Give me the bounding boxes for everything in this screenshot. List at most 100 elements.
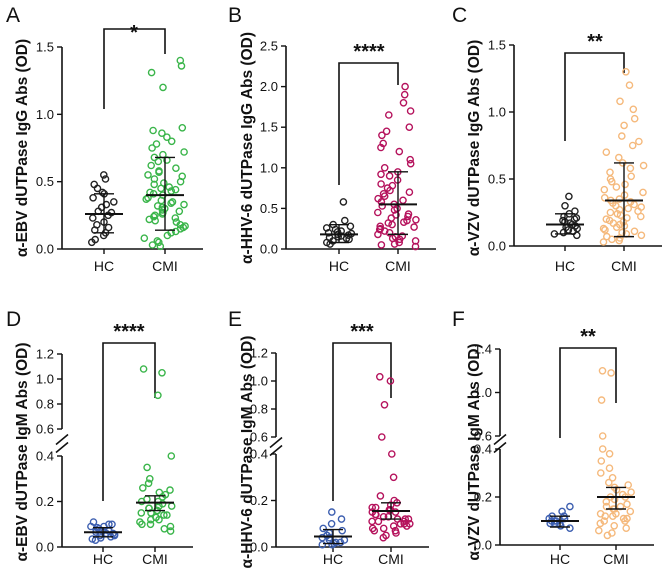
data-point (620, 121, 628, 130)
data-point (565, 192, 573, 201)
data-point (377, 433, 386, 441)
data-point (178, 124, 187, 132)
axis-break-mark (269, 436, 283, 449)
data-point (637, 231, 646, 240)
data-point (175, 207, 184, 216)
x-tick-label: HC (329, 258, 349, 274)
data-point (163, 133, 171, 141)
significance-label: **** (113, 321, 144, 343)
data-point (155, 168, 163, 176)
data-point (605, 464, 614, 473)
data-point (373, 208, 382, 217)
data-point (167, 199, 175, 207)
data-point (621, 517, 629, 525)
data-point (346, 222, 355, 231)
y-tick-label: 1.0 (36, 107, 54, 122)
data-point (380, 163, 389, 172)
data-point (399, 99, 408, 107)
data-point (328, 540, 336, 549)
data-point (378, 202, 387, 210)
data-point (386, 186, 394, 195)
data-point (167, 137, 176, 146)
data-point (166, 486, 174, 494)
data-point (387, 450, 396, 458)
data-point (153, 202, 162, 210)
data-point (405, 188, 414, 196)
data-point (149, 189, 158, 198)
y-axis-label: α-HHV-6 dUTPase IgM Abs (OD) (239, 336, 256, 569)
data-point (98, 188, 107, 197)
data-point (639, 188, 647, 197)
x-tick-label: CMI (385, 258, 411, 274)
data-point (388, 220, 396, 229)
data-point (612, 183, 621, 191)
data-point (612, 223, 621, 231)
data-point (406, 159, 415, 168)
x-tick-label: HC (555, 258, 575, 274)
panel-letter: A (6, 4, 20, 27)
x-tick-label: CMI (142, 551, 168, 567)
data-point (616, 97, 624, 106)
panel-letter: D (6, 308, 21, 331)
data-point (401, 82, 409, 91)
data-point (110, 198, 118, 206)
data-point (602, 497, 611, 506)
data-point (628, 141, 637, 150)
data-point (411, 242, 420, 251)
y-tick-label: 0.4 (474, 442, 492, 457)
data-point (163, 231, 172, 240)
data-point (637, 212, 645, 221)
data-point (597, 457, 606, 465)
data-point (148, 241, 157, 249)
data-point (566, 502, 574, 511)
data-point (392, 529, 400, 537)
data-point (318, 540, 327, 549)
data-point (384, 219, 393, 227)
data-point (599, 238, 608, 246)
data-point (386, 377, 395, 385)
data-point (380, 400, 389, 409)
data-point (385, 172, 394, 180)
data-point (395, 235, 404, 244)
data-point (172, 164, 180, 172)
data-point (624, 204, 633, 213)
data-point (608, 177, 616, 186)
panel-letter: E (228, 308, 242, 331)
chart-panel-D: Dα-EBV dUTPase IgM Abs (OD) 0.0 0.2 0.4 0.6 0… (6, 308, 193, 567)
data-point (177, 62, 186, 70)
data-point (404, 212, 412, 221)
x-tick-label: CMI (611, 258, 637, 274)
data-point (615, 236, 624, 245)
data-point (327, 520, 336, 528)
data-point (395, 147, 404, 156)
significance-bracket (102, 342, 156, 501)
data-point (598, 366, 607, 375)
data-point (597, 469, 605, 477)
data-point (621, 180, 629, 189)
x-tick-label: CMI (603, 551, 629, 567)
data-point (340, 216, 349, 225)
data-point (400, 90, 409, 99)
significance-label: * (130, 22, 138, 44)
data-point (389, 473, 398, 482)
data-point (148, 144, 156, 152)
x-tick-label: HC (93, 551, 113, 567)
data-point (142, 195, 150, 203)
data-point (158, 493, 167, 501)
x-tick-label: HC (323, 551, 343, 567)
data-point (410, 223, 418, 231)
significance-bracket (332, 342, 392, 501)
significance-label: ** (587, 31, 603, 53)
significance-bracket (559, 347, 617, 438)
data-point (380, 227, 389, 235)
data-point (402, 522, 411, 530)
data-point (150, 180, 158, 189)
y-tick-label: 0.5 (260, 201, 278, 216)
x-tick-label: CMI (152, 258, 178, 274)
y-axis-label: α-VZV dUTPase IgM Abs (OD) (466, 343, 483, 560)
y-tick-label: 0.0 (474, 538, 492, 553)
y-tick-label: 1.0 (260, 160, 278, 175)
data-point (147, 68, 156, 77)
data-point (150, 175, 159, 183)
data-point (406, 155, 415, 164)
